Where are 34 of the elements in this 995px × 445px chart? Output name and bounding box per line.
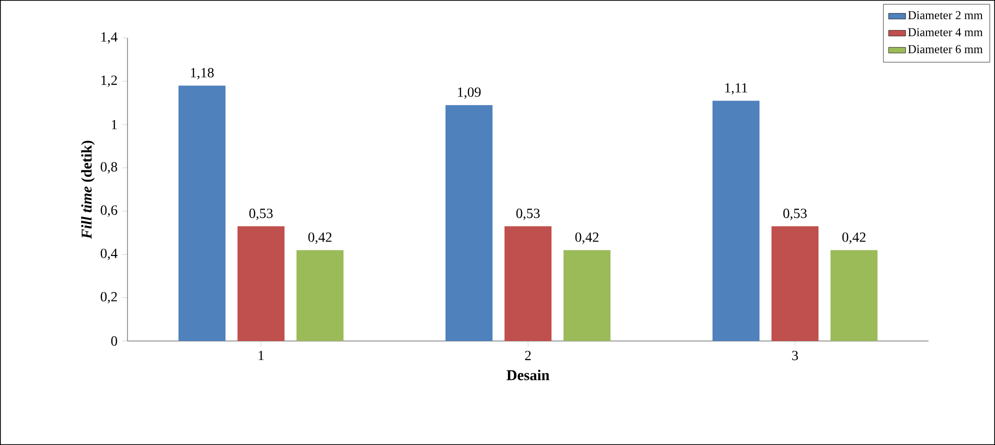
y-tick-label: 0,2 <box>100 292 117 304</box>
bar <box>830 250 878 341</box>
data-label: 0,42 <box>308 232 332 244</box>
y-tick-label: 1,2 <box>101 76 117 87</box>
bar <box>564 250 611 341</box>
x-tick-label: 1 <box>258 350 264 360</box>
data-label: 1,09 <box>458 87 481 99</box>
y-tick-label: 0,8 <box>100 162 118 174</box>
x-axis-title: Desain <box>506 370 550 380</box>
bar <box>772 226 819 341</box>
y-tick-label: 0 <box>111 336 118 346</box>
y-tick-label: 1,4 <box>101 32 118 44</box>
x-tick-label: 3 <box>792 350 798 360</box>
data-label: 0,53 <box>783 208 807 220</box>
bar <box>504 226 552 341</box>
y-tick-label: 0,4 <box>100 248 118 260</box>
data-label: 0,42 <box>842 232 866 244</box>
y-tick-label: 0,6 <box>100 205 118 217</box>
data-label: 1,11 <box>725 83 748 95</box>
data-label: 1,18 <box>191 68 214 80</box>
y-axis-title: Fill time (detik) <box>81 140 95 239</box>
bar <box>446 105 493 341</box>
bar <box>296 250 344 341</box>
legend-label: Diameter 6 mm <box>908 45 983 54</box>
data-label: 0,53 <box>516 208 540 220</box>
legend-label: Diameter 4 mm <box>908 28 983 36</box>
bar <box>178 86 226 341</box>
x-tick-label: 2 <box>525 350 531 360</box>
data-label: 0,53 <box>249 208 273 220</box>
legend-label: Diameter 2 mm <box>908 11 983 20</box>
data-label: 0,42 <box>575 232 598 244</box>
bar <box>238 226 285 341</box>
bar <box>712 100 760 341</box>
y-tick-label: 1 <box>112 120 117 130</box>
